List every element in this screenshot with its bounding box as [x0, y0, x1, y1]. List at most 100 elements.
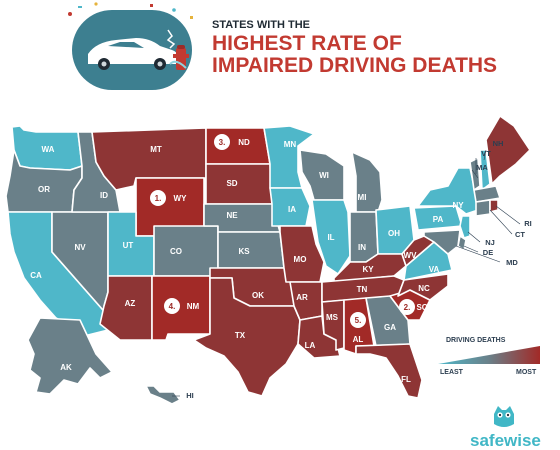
- state-HI: [145, 385, 181, 405]
- label-ME: ME: [514, 165, 527, 174]
- label-MN: MN: [284, 140, 297, 149]
- brand-name: safewise: [470, 431, 541, 450]
- label-MI: MI: [358, 193, 367, 202]
- state-MA: [473, 185, 501, 203]
- label-WV: WV: [404, 251, 418, 260]
- state-MI: [351, 151, 383, 213]
- state-SD: [205, 163, 273, 205]
- label-AZ: AZ: [125, 299, 136, 308]
- rank-marker-al: 5. AL: [350, 312, 366, 344]
- label-NH: NH: [493, 139, 504, 148]
- crashed-car-icon: [88, 29, 178, 70]
- rank-number-1: 1.: [155, 194, 162, 203]
- label-CO: CO: [170, 247, 182, 256]
- header-kicker: STATES WITH THE: [212, 19, 310, 31]
- label-RI: RI: [524, 219, 532, 228]
- state-AZ: [99, 275, 153, 341]
- label-VA: VA: [429, 265, 440, 274]
- label-MD: MD: [506, 258, 518, 267]
- rank-state-5: AL: [353, 335, 364, 344]
- label-AK: AK: [60, 363, 72, 372]
- state-CO: [153, 225, 219, 277]
- legend-gradient-wedge: [438, 346, 540, 364]
- legend-high-label: MOST: [516, 369, 537, 376]
- label-HI: HI: [186, 391, 194, 400]
- fire-hydrant-icon: [169, 45, 189, 70]
- state-KS: [217, 231, 285, 269]
- state-AK: [27, 317, 113, 395]
- rank-number-3: 3.: [219, 138, 226, 147]
- state-FL: [355, 343, 423, 399]
- header-title-line-1: HIGHEST RATE OF: [212, 32, 402, 55]
- label-NE: NE: [226, 211, 238, 220]
- label-OK: OK: [252, 291, 264, 300]
- state-MD: [423, 229, 461, 255]
- rank-number-4: 4.: [169, 302, 176, 311]
- state-NJ: [459, 215, 471, 239]
- state-CT: [475, 199, 491, 217]
- label-NV: NV: [74, 243, 86, 252]
- label-KS: KS: [238, 247, 250, 256]
- state-IN: [349, 211, 379, 263]
- legend: DRIVING DEATHS LEAST MOST: [432, 318, 548, 378]
- label-OH: OH: [388, 229, 400, 238]
- rank-state-3: ND: [238, 138, 250, 147]
- rank-marker-nd: 3. ND: [214, 134, 250, 150]
- brand-logo: safewise: [470, 406, 541, 450]
- label-DE: DE: [483, 248, 493, 257]
- label-LA: LA: [305, 341, 316, 350]
- label-ID: ID: [100, 191, 108, 200]
- label-PA: PA: [433, 215, 444, 224]
- rank-state-2: SC: [416, 303, 427, 312]
- state-NH: [479, 149, 491, 191]
- label-VT: VT: [481, 149, 491, 158]
- label-WI: WI: [319, 171, 329, 180]
- label-TN: TN: [357, 285, 368, 294]
- rank-state-4: NM: [187, 302, 200, 311]
- label-IL: IL: [327, 233, 334, 242]
- label-GA: GA: [384, 323, 396, 332]
- label-MO: MO: [294, 255, 307, 264]
- label-WA: WA: [42, 145, 55, 154]
- label-IA: IA: [288, 205, 296, 214]
- rank-state-1: WY: [174, 194, 188, 203]
- label-MT: MT: [150, 145, 162, 154]
- label-IN: IN: [358, 243, 366, 252]
- label-KY: KY: [362, 265, 374, 274]
- label-AR: AR: [296, 293, 308, 302]
- state-ME: [485, 115, 531, 185]
- label-OR: OR: [38, 185, 50, 194]
- label-NJ: NJ: [485, 238, 495, 247]
- rank-marker-nm: 4. NM: [164, 298, 200, 314]
- state-RI: [489, 199, 499, 213]
- legend-low-label: LEAST: [440, 369, 464, 376]
- top-five-markers: 1. WY 2. SC 3. ND 4. NM 5. AL: [150, 134, 428, 344]
- label-MA: MA: [476, 163, 488, 172]
- rank-marker-sc: 2. SC: [399, 299, 428, 315]
- label-CT: CT: [515, 230, 525, 239]
- label-FL: FL: [401, 375, 411, 384]
- state-IL: [311, 199, 351, 275]
- confetti: [68, 2, 193, 19]
- label-SD: SD: [226, 179, 237, 188]
- state-labels: WA OR CA NV ID MT UT CO AZ SD NE KS OK T…: [30, 139, 532, 400]
- legend-title: DRIVING DEATHS: [446, 337, 506, 344]
- rank-number-5: 5.: [355, 316, 362, 325]
- rank-marker-wy: 1. WY: [150, 190, 187, 206]
- label-TX: TX: [235, 331, 246, 340]
- label-MS: MS: [326, 313, 339, 322]
- leader-lines: [172, 149, 521, 397]
- state-MN: [263, 125, 315, 189]
- label-CA: CA: [30, 271, 42, 280]
- label-NY: NY: [452, 201, 464, 210]
- header-illustration: [68, 2, 193, 90]
- owl-icon: [494, 406, 514, 427]
- state-NM: [151, 275, 211, 341]
- label-NC: NC: [418, 284, 430, 293]
- label-UT: UT: [123, 241, 134, 250]
- rank-number-2: 2.: [404, 303, 411, 312]
- state-TX: [193, 277, 301, 397]
- header-title-line-2: IMPAIRED DRIVING DEATHS: [212, 54, 497, 77]
